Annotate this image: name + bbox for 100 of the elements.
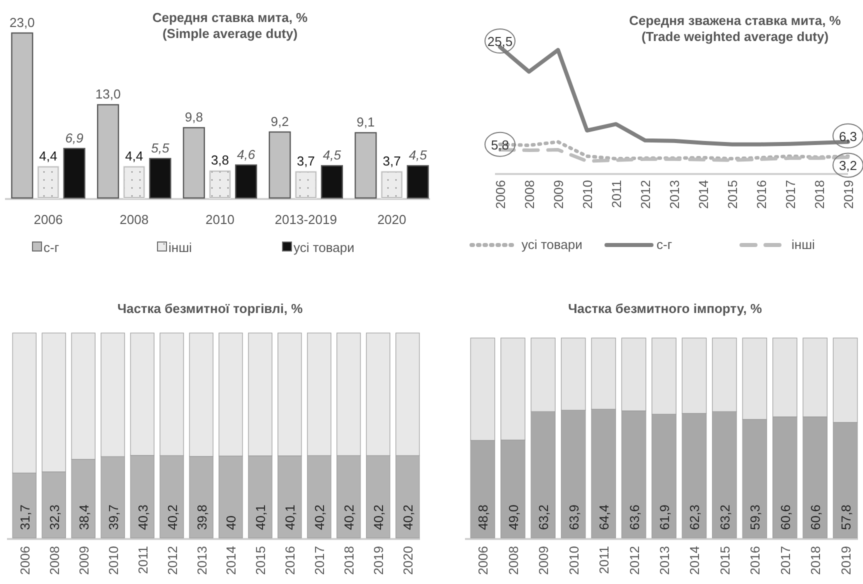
chart-subtitle: (Simple average duty): [162, 26, 298, 41]
data-label: 62,3: [687, 504, 702, 530]
data-label: 63,9: [566, 504, 582, 530]
legend-label: с-г: [656, 237, 672, 252]
data-label: 3,2: [838, 158, 858, 174]
x-tick-label: 2010: [580, 180, 595, 209]
x-tick-label: 2009: [551, 180, 566, 209]
data-label: 60,6: [808, 504, 824, 530]
x-tick-label: 2019: [838, 546, 854, 575]
data-label: 4,6: [237, 147, 256, 162]
legend-label: с-г: [44, 240, 60, 255]
data-label: 3,8: [210, 152, 230, 168]
x-tick-label: 2016: [748, 546, 763, 575]
x-tick-label: 2015: [725, 180, 740, 209]
x-tick-label: 2009: [76, 546, 92, 575]
x-tick-label: 2013: [194, 546, 210, 575]
x-tick-label: 2015: [717, 546, 732, 575]
data-label: 5,8: [490, 137, 510, 152]
data-label: 63,2: [536, 504, 552, 530]
x-tick-label: 2017: [312, 546, 328, 575]
data-label: 40,2: [400, 504, 416, 530]
x-tick-label: 2012: [164, 546, 180, 575]
data-label: 13,0: [95, 86, 121, 102]
legend-label: усі товари: [522, 237, 582, 252]
x-tick-label: 2008: [506, 546, 521, 575]
data-label: 38,4: [76, 504, 92, 530]
data-label: 9,1: [356, 114, 375, 130]
x-tick-label: 2018: [342, 546, 357, 575]
x-tick-label: 2014: [224, 546, 239, 575]
data-label: 23,0: [9, 15, 35, 30]
chart-subtitle: (Trade weighted average duty): [641, 29, 829, 44]
data-label: 59,3: [748, 504, 763, 530]
x-tick-label: 2010: [566, 546, 582, 575]
data-label: 9,2: [270, 114, 289, 129]
chart-title: Частка безмитної торгівлі, %: [117, 301, 304, 316]
data-label: 32,3: [46, 504, 62, 530]
data-label: 40,2: [312, 504, 328, 530]
data-label: 40: [224, 516, 239, 530]
x-tick-label: 2006: [493, 180, 508, 209]
x-tick-label: 2018: [812, 180, 827, 209]
data-label: 64,4: [596, 504, 612, 530]
x-tick-label: 2014: [687, 546, 702, 575]
x-tick-label: 2010: [206, 212, 234, 227]
x-tick-label: 2013: [667, 180, 682, 209]
data-label: 63,2: [717, 504, 732, 530]
x-tick-label: 2010: [106, 546, 121, 575]
x-tick-label: 2016: [282, 546, 298, 575]
data-label: 9,8: [184, 110, 203, 125]
x-tick-label: 2011: [609, 180, 624, 208]
x-tick-label: 2019: [371, 546, 386, 575]
chart-title: Частка безмитного імпорту, %: [568, 301, 762, 316]
data-label: 25,5: [487, 34, 513, 49]
x-tick-label: 2011: [135, 546, 150, 574]
legend-label: інші: [168, 240, 192, 255]
x-tick-label: 2020: [377, 212, 406, 227]
x-tick-label: 2012: [638, 180, 653, 209]
legend-label: інші: [792, 237, 815, 252]
x-tick-label: 2017: [783, 180, 798, 209]
x-tick-label: 2006: [34, 212, 63, 227]
x-tick-label: 2013-2019: [274, 212, 337, 227]
chart-title: Середня ставка мита, %: [152, 10, 308, 25]
x-tick-label: 2013: [657, 546, 672, 575]
data-label: 40,2: [342, 504, 357, 530]
data-label: 31,7: [17, 504, 32, 530]
data-label: 3,7: [296, 153, 315, 168]
data-label: 60,6: [778, 504, 793, 530]
x-tick-label: 2006: [17, 546, 32, 575]
data-label: 39,8: [194, 504, 210, 530]
data-label: 49,0: [506, 504, 521, 530]
data-label: 57,8: [838, 504, 854, 530]
x-tick-label: 2006: [476, 546, 491, 575]
legend-label: усі товари: [294, 240, 354, 255]
chart-title: Середня зважена ставка мита, %: [629, 13, 842, 28]
data-label: 6,3: [838, 128, 858, 144]
x-tick-label: 2008: [46, 546, 62, 575]
data-label: 40,1: [253, 504, 268, 530]
data-label: 6,9: [65, 130, 84, 146]
x-tick-label: 2012: [626, 546, 642, 575]
data-label: 63,6: [626, 504, 642, 530]
x-tick-label: 2019: [841, 180, 856, 209]
data-label: 3,7: [382, 153, 401, 168]
data-label: 39,7: [106, 504, 121, 530]
data-label: 40,2: [164, 504, 180, 530]
x-tick-label: 2020: [400, 546, 416, 575]
data-label: 40,1: [282, 504, 298, 530]
x-tick-label: 2009: [536, 546, 552, 575]
data-label: 48,8: [476, 504, 491, 530]
data-label: 4,5: [322, 148, 342, 163]
data-label: 5,5: [151, 140, 170, 156]
data-label: 40,3: [135, 504, 150, 530]
x-tick-label: 2011: [596, 546, 612, 574]
data-label: 40,2: [371, 504, 386, 530]
data-label: 4,4: [39, 148, 58, 164]
x-tick-label: 2015: [253, 546, 268, 575]
x-tick-label: 2016: [754, 180, 769, 209]
data-label: 4,4: [125, 148, 144, 164]
data-label: 61,9: [657, 504, 672, 530]
x-tick-label: 2008: [120, 212, 149, 227]
x-tick-label: 2017: [778, 546, 793, 575]
x-tick-label: 2008: [522, 180, 537, 209]
